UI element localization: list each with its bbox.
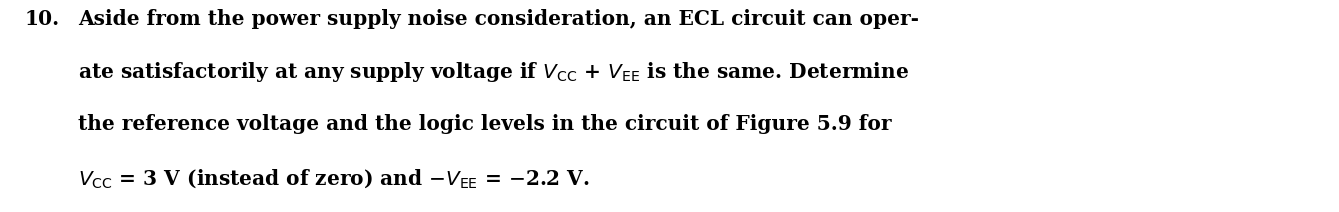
Text: 10.: 10. xyxy=(24,10,59,29)
Text: ate satisfactorily at any supply voltage if $V_{\mathrm{CC}}$ + $V_{\mathrm{EE}}: ate satisfactorily at any supply voltage… xyxy=(78,60,909,84)
Text: $V_{\mathrm{CC}}$ = 3 V (instead of zero) and $-V_{\mathrm{EE}}$ = $-$2.2 V.: $V_{\mathrm{CC}}$ = 3 V (instead of zero… xyxy=(78,167,589,190)
Text: the reference voltage and the logic levels in the circuit of Figure 5.9 for: the reference voltage and the logic leve… xyxy=(78,114,892,134)
Text: Aside from the power supply noise consideration, an ECL circuit can oper-: Aside from the power supply noise consid… xyxy=(78,10,919,29)
